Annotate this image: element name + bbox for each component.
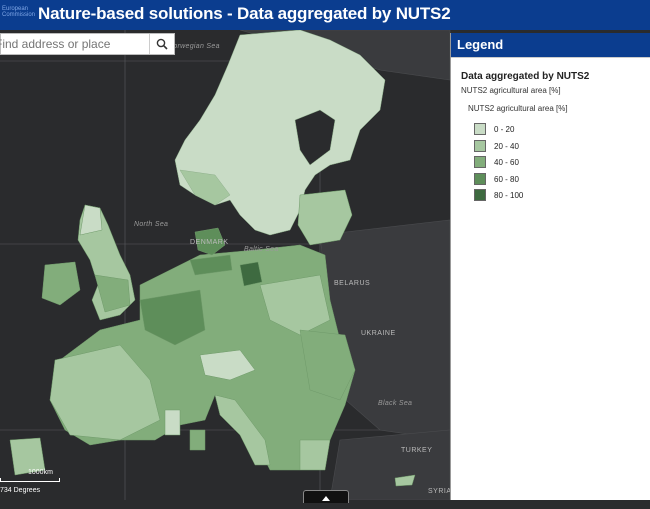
legend-swatch (474, 156, 486, 168)
scale-distance: 1000km (28, 469, 53, 476)
label-norwegian-sea: Norwegian Sea (168, 43, 220, 50)
label-turkey: TURKEY (401, 447, 433, 454)
search-input[interactable] (0, 34, 145, 54)
legend-swatch (474, 189, 486, 201)
chevron-up-icon (322, 496, 330, 501)
map-canvas[interactable] (0, 30, 650, 500)
label-black-sea: Black Sea (378, 400, 413, 407)
legend-subtitle: NUTS2 agricultural area [%] (461, 86, 561, 95)
scale-degrees: 734 Degrees (0, 487, 41, 494)
legend-layer-label: NUTS2 agricultural area [%] (468, 104, 568, 113)
legend-item-label: 40 - 60 (494, 157, 519, 167)
label-denmark: DENMARK (190, 239, 229, 246)
legend-swatch (474, 173, 486, 185)
legend-item: 0 - 20 (474, 123, 514, 135)
legend-item: 60 - 80 (474, 173, 519, 185)
logo: European Commission (2, 6, 36, 18)
legend-title: Data aggregated by NUTS2 (461, 71, 590, 82)
legend-item-label: 80 - 100 (494, 190, 524, 200)
legend-item-label: 20 - 40 (494, 141, 519, 151)
continental-europe (49, 244, 356, 471)
attribute-table-toggle[interactable] (303, 490, 349, 503)
scale-bar (0, 478, 60, 482)
search-box (0, 33, 175, 55)
legend-header[interactable]: Legend (451, 33, 650, 58)
label-syria: SYRIA (428, 488, 452, 495)
label-north-sea: North Sea (134, 221, 169, 228)
legend-item: 80 - 100 (474, 189, 523, 201)
legend-swatch (474, 140, 486, 152)
legend-item-label: 60 - 80 (494, 174, 519, 184)
british-isles (41, 204, 136, 321)
search-icon (156, 38, 168, 50)
legend-item-label: 0 - 20 (494, 124, 515, 134)
page-title: Nature-based solutions - Data aggregated… (38, 4, 451, 23)
search-button[interactable] (149, 34, 174, 54)
app-header: European Commission Nature-based solutio… (0, 0, 650, 30)
label-ukraine: UKRAINE (361, 330, 396, 337)
legend-panel: Legend Data aggregated by NUTS2 NUTS2 ag… (450, 33, 650, 500)
legend-item: 40 - 60 (474, 156, 519, 168)
legend-swatch (474, 123, 486, 135)
legend-item: 20 - 40 (474, 140, 519, 152)
label-belarus: BELARUS (334, 280, 371, 287)
label-baltic-sea: Baltic Sea (244, 246, 279, 253)
scandinavia (174, 30, 386, 236)
